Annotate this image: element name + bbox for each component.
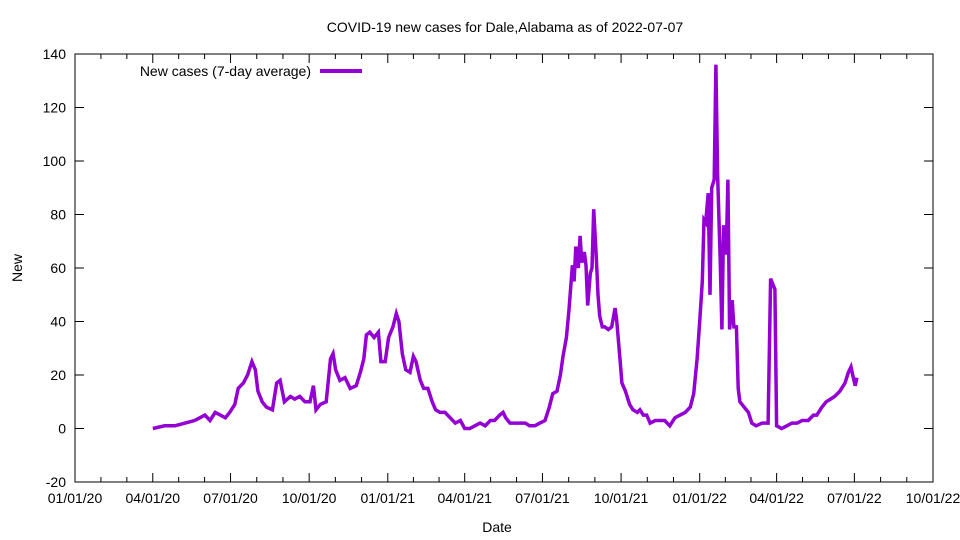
x-tick-label: 01/01/22 <box>672 490 727 506</box>
series-group <box>152 64 859 431</box>
y-axis-label: New <box>9 253 25 282</box>
y-tick-label: 60 <box>50 260 66 276</box>
series-line <box>152 64 859 431</box>
chart-title: COVID-19 new cases for Dale,Alabama as o… <box>327 19 684 35</box>
y-tick-label: 120 <box>43 100 67 116</box>
x-tick-label: 07/01/21 <box>515 490 570 506</box>
x-tick-label: 10/01/21 <box>594 490 649 506</box>
y-tick-label: 100 <box>43 153 67 169</box>
axes: -20 0 20 40 60 80 100 120 140 01/01/20 04/01/20 07/… <box>43 46 960 506</box>
y-tick-label: 80 <box>50 207 66 223</box>
x-tick-label: 10/01/22 <box>906 490 960 506</box>
x-tick-label: 04/01/21 <box>437 490 492 506</box>
x-tick-label: 04/01/22 <box>749 490 804 506</box>
x-tick-label: 07/01/20 <box>203 490 258 506</box>
x-axis-label: Date <box>482 519 512 535</box>
y-tick-label: -20 <box>46 474 66 490</box>
legend-label: New cases (7-day average) <box>140 63 311 79</box>
y-tick-label: 140 <box>43 46 67 62</box>
x-tick-label: 10/01/20 <box>282 490 337 506</box>
x-tick-label: 07/01/22 <box>827 490 882 506</box>
x-tick-label: 01/01/21 <box>361 490 416 506</box>
x-tick-label: 01/01/20 <box>48 490 103 506</box>
y-tick-label: 20 <box>50 367 66 383</box>
legend: New cases (7-day average) <box>140 63 362 79</box>
y-tick-label: 0 <box>58 421 66 437</box>
x-tick-label: 04/01/20 <box>126 490 181 506</box>
y-tick-label: 40 <box>50 314 66 330</box>
